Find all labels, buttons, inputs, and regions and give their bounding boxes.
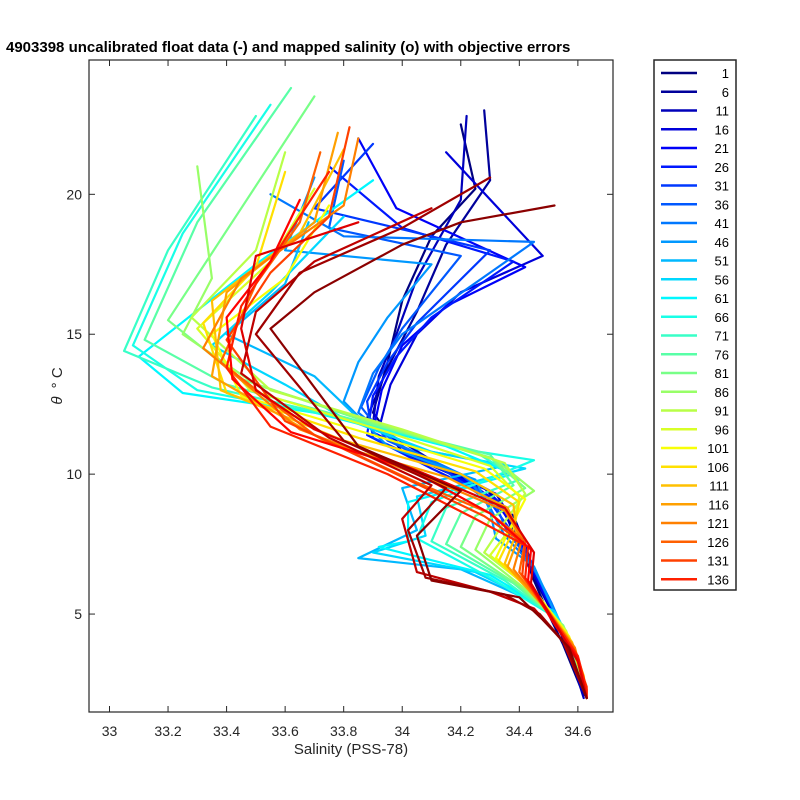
y-axis: 5 10 15 20 <box>66 186 613 622</box>
series-line-extra-32 <box>269 204 588 700</box>
x-axis-label: Salinity (PSS-78) <box>294 741 408 758</box>
legend-label-36: 36 <box>715 197 729 212</box>
legend-label-106: 106 <box>707 460 729 475</box>
y-tick-label: 10 <box>66 466 82 482</box>
legend-label-31: 31 <box>715 179 729 194</box>
series-line-extra-31 <box>254 176 588 700</box>
series-line-46 <box>284 176 588 700</box>
legend-label-21: 21 <box>715 141 729 156</box>
legend-label-126: 126 <box>707 535 729 550</box>
legend-label-56: 56 <box>715 272 729 287</box>
legend: 1611162126313641465156616671768186919610… <box>653 59 737 591</box>
legend-label-1: 1 <box>722 66 729 81</box>
x-tick-label: 34.6 <box>564 723 591 739</box>
x-tick-label: 33.4 <box>213 723 240 739</box>
x-tick-label: 33.8 <box>330 723 357 739</box>
y-tick-label: 15 <box>66 326 82 342</box>
x-tick-label: 33.2 <box>154 723 181 739</box>
x-tick-label: 34 <box>394 723 410 739</box>
x-tick-label: 33 <box>102 723 118 739</box>
legend-label-66: 66 <box>715 310 729 325</box>
legend-label-41: 41 <box>715 216 729 231</box>
series-line-121 <box>202 137 588 700</box>
x-tick-label: 34.2 <box>447 723 474 739</box>
legend-label-116: 116 <box>708 497 729 512</box>
y-axis-label-symbol: θ <box>49 397 66 405</box>
axes-box <box>88 59 614 713</box>
legend-label-111: 111 <box>709 479 729 494</box>
svg-text:θ ° C: θ ° C <box>49 367 66 404</box>
y-tick-label: 20 <box>66 186 82 202</box>
y-axis-label-unit: ° C <box>49 367 66 388</box>
legend-label-11: 11 <box>716 104 730 119</box>
legend-label-46: 46 <box>715 235 729 250</box>
x-axis: 33 33.2 33.4 33.6 33.8 34 34.2 34.4 34.6 <box>102 60 592 739</box>
series-line-extra-29 <box>240 221 588 700</box>
x-tick-label: 33.6 <box>272 723 299 739</box>
plot-area <box>88 59 614 713</box>
legend-label-101: 101 <box>707 441 729 456</box>
legend-label-136: 136 <box>707 572 729 587</box>
y-axis-label: θ ° C <box>49 367 66 404</box>
legend-label-86: 86 <box>715 385 729 400</box>
legend-label-96: 96 <box>715 422 729 437</box>
series-line-136 <box>225 170 588 700</box>
legend-label-61: 61 <box>715 291 729 306</box>
legend-label-26: 26 <box>715 160 729 175</box>
legend-label-51: 51 <box>715 254 729 269</box>
legend-label-81: 81 <box>715 366 729 381</box>
legend-label-76: 76 <box>715 347 729 362</box>
legend-label-131: 131 <box>707 554 729 569</box>
series-line-81 <box>166 95 588 700</box>
series-layer <box>122 86 588 700</box>
y-tick-label: 5 <box>74 606 82 622</box>
legend-label-16: 16 <box>715 122 729 137</box>
legend-label-71: 71 <box>715 329 729 344</box>
chart-title: 4903398 uncalibrated float data (-) and … <box>6 39 570 56</box>
legend-label-91: 91 <box>715 404 729 419</box>
legend-label-121: 121 <box>707 516 729 531</box>
x-tick-label: 34.4 <box>506 723 533 739</box>
legend-label-6: 6 <box>722 85 729 100</box>
